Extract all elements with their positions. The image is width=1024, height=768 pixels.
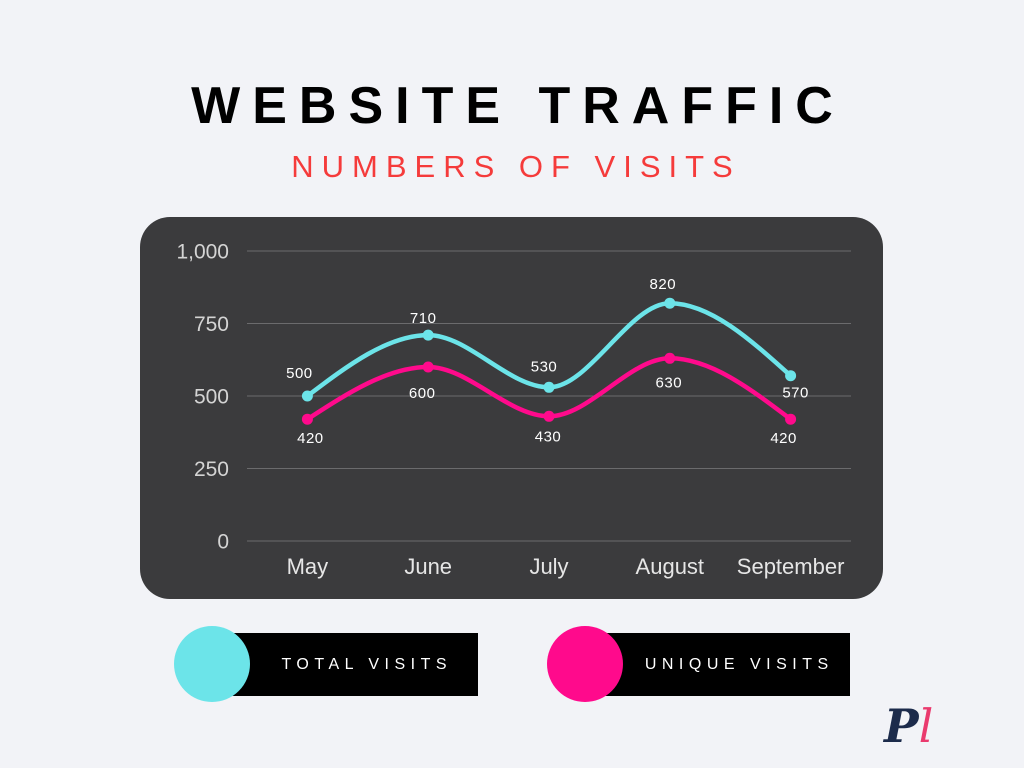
- legend-box: UNIQUE VISITS: [585, 633, 850, 696]
- series-unique-visits: 420 600 430 630 420: [297, 352, 797, 447]
- y-tick-label: 0: [217, 531, 229, 554]
- legend-label: UNIQUE VISITS: [644, 655, 834, 673]
- data-label: 430: [535, 428, 562, 445]
- legend-item-total-visits: TOTAL VISITS: [174, 626, 478, 702]
- data-point: [301, 413, 313, 425]
- data-point: [785, 413, 797, 425]
- x-tick-label: May: [287, 554, 329, 579]
- legend-swatch-circle: [174, 626, 250, 702]
- series-total-visits: 500 710 530 820 570: [286, 276, 809, 402]
- data-label: 500: [286, 365, 313, 382]
- data-point: [543, 410, 555, 422]
- data-label: 530: [531, 358, 558, 375]
- x-tick-label: June: [404, 554, 452, 579]
- legend-label: TOTAL VISITS: [281, 655, 453, 673]
- line-chart: 0 250 500 750 1,000 May June July August Septembe…: [140, 217, 883, 599]
- data-point: [664, 297, 676, 309]
- data-point: [422, 361, 434, 373]
- chart-title: WEBSITE TRAFFIC: [191, 77, 845, 135]
- data-point: [422, 329, 434, 341]
- data-label: 820: [650, 276, 677, 293]
- data-point: [301, 390, 313, 402]
- data-label: 710: [410, 310, 437, 327]
- chart-panel: [140, 217, 883, 599]
- data-point: [543, 381, 555, 393]
- x-axis: May June July August September: [287, 554, 845, 579]
- legend-swatch-circle: [547, 626, 623, 702]
- data-label: 570: [782, 385, 809, 402]
- y-axis: 0 250 500 750 1,000: [176, 241, 851, 554]
- data-label: 420: [297, 430, 324, 447]
- y-tick-label: 750: [194, 313, 229, 336]
- x-tick-label: August: [636, 554, 705, 579]
- legend-item-unique-visits: UNIQUE VISITS: [547, 626, 850, 702]
- y-tick-label: 250: [194, 458, 229, 481]
- logo-letter: l: [918, 699, 934, 753]
- chart-subtitle: NUMBERS OF VISITS: [291, 149, 741, 184]
- x-tick-label: July: [529, 554, 568, 579]
- legend-box: TOTAL VISITS: [212, 633, 478, 696]
- logo-letter: P: [884, 699, 919, 753]
- data-label: 420: [770, 430, 797, 447]
- data-point: [664, 352, 676, 364]
- data-label: 630: [656, 374, 683, 391]
- brand-logo: Pl: [884, 698, 933, 754]
- data-point: [785, 370, 797, 382]
- x-tick-label: September: [737, 554, 845, 579]
- data-label: 600: [409, 385, 436, 402]
- y-tick-label: 1,000: [176, 241, 229, 264]
- y-tick-label: 500: [194, 386, 229, 409]
